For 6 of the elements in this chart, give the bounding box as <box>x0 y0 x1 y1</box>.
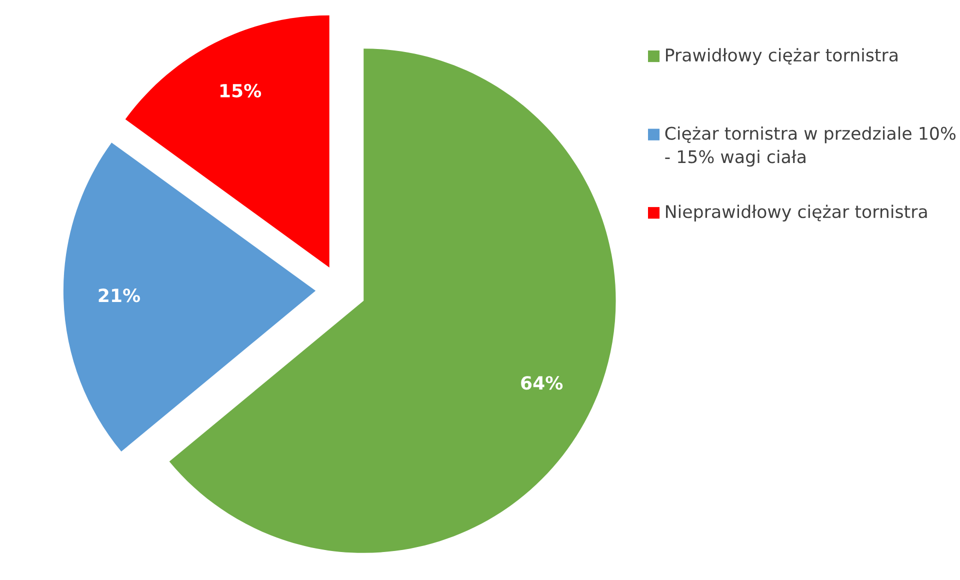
legend-label: Ciężar tornistra w przedziale 10% - 15% wagi ciała <box>665 126 956 167</box>
legend-label: Nieprawidłowy ciężar tornistra <box>666 204 927 222</box>
legend-label: Prawidłowy ciężar tornistra <box>666 48 898 65</box>
data-label: 15% <box>220 84 262 98</box>
data-label: 21% <box>98 288 140 302</box>
data-label: 64% <box>521 376 563 390</box>
